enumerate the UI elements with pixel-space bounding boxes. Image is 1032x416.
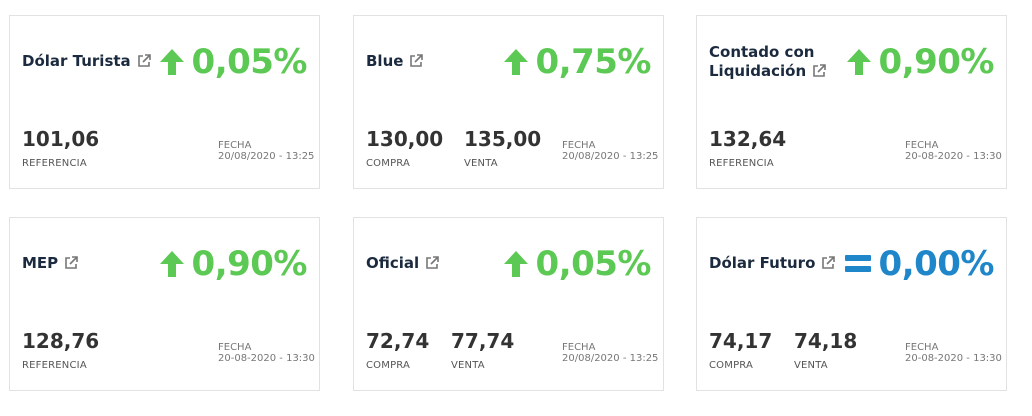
buy-value: 74,17 [709,329,773,353]
card-title[interactable]: Contado con Liquidación [709,43,826,81]
date-block: FECHA 20-08-2020 - 13:30 [905,342,1002,364]
reference-label: REFERENCIA [709,158,774,169]
date-block: FECHA 20-08-2020 - 13:30 [218,342,315,364]
equals-icon [844,255,871,272]
card-title[interactable]: Blue [366,52,424,71]
date-block: FECHA 20/08/2020 - 13:25 [562,140,658,162]
date-value: 20/08/2020 - 13:25 [562,353,659,364]
date-label: FECHA [218,140,252,151]
rate-card-contado-con-liquidacion: Contado con Liquidación 0,90% 132,64 REF… [696,15,1007,189]
buy-label: COMPRA [366,360,411,371]
external-link-icon[interactable] [425,256,439,270]
sell-label: VENTA [464,158,498,169]
rate-card-oficial: Oficial 0,05% 72,74 COMPRA 77,74 VENTA F… [353,217,664,391]
change-indicator: 0,90% [846,42,995,82]
date-block: FECHA 20-08-2020 - 13:30 [905,140,1002,162]
card-title[interactable]: Dólar Turista [22,52,151,71]
rate-card-dolar-turista: Dólar Turista 0,05% 101,06 REFERENCIA FE… [9,15,320,189]
buy-label: COMPRA [366,158,411,169]
card-title[interactable]: Dólar Futuro [709,254,836,273]
change-percent: 0,90% [191,244,308,284]
sell-label: VENTA [451,360,485,371]
change-indicator: 0,05% [159,42,308,82]
sell-label: VENTA [794,360,828,371]
card-title-line1[interactable]: Contado con [709,43,815,61]
change-percent: 0,05% [191,42,308,82]
reference-label: REFERENCIA [22,360,87,371]
sell-value: 77,74 [451,329,515,353]
card-title-text[interactable]: Dólar Turista [22,52,131,70]
rate-card-blue: Blue 0,75% 130,00 COMPRA 135,00 VENTA FE… [353,15,664,189]
date-value: 20-08-2020 - 13:30 [905,151,1002,162]
external-link-icon[interactable] [812,64,826,78]
reference-label: REFERENCIA [22,158,87,169]
buy-value: 130,00 [366,127,444,151]
date-label: FECHA [562,342,596,353]
reference-value: 101,06 [22,127,100,151]
card-title-text[interactable]: Blue [366,52,404,70]
change-percent: 0,05% [535,244,652,284]
arrow-up-icon [159,49,184,75]
card-title-line2[interactable]: Liquidación [709,62,807,80]
external-link-icon[interactable] [821,256,836,270]
date-value: 20-08-2020 - 13:30 [218,353,315,364]
sell-value: 74,18 [794,329,858,353]
date-value: 20-08-2020 - 13:30 [905,353,1002,364]
date-block: FECHA 20/08/2020 - 13:25 [562,342,658,364]
arrow-up-icon [503,251,528,277]
date-label: FECHA [218,342,252,353]
arrow-up-icon [846,49,871,75]
change-percent: 0,75% [535,42,652,82]
change-indicator: 0,00% [844,244,995,284]
card-title-text[interactable]: Dólar Futuro [709,254,816,272]
date-block: FECHA 20/08/2020 - 13:25 [218,140,314,162]
arrow-up-icon [503,49,528,75]
date-label: FECHA [905,342,939,353]
card-title[interactable]: Oficial [366,254,439,273]
rate-card-mep: MEP 0,90% 128,76 REFERENCIA FECHA 20-08-… [9,217,320,391]
date-value: 20/08/2020 - 13:25 [562,151,659,162]
card-title[interactable]: MEP [22,254,78,273]
external-link-icon[interactable] [64,256,78,270]
external-link-icon[interactable] [137,54,151,68]
date-label: FECHA [905,140,939,151]
reference-value: 128,76 [22,329,100,353]
change-percent: 0,00% [878,244,995,284]
change-percent: 0,90% [878,42,995,82]
change-indicator: 0,75% [503,42,652,82]
change-indicator: 0,05% [503,244,652,284]
change-indicator: 0,90% [159,244,308,284]
buy-label: COMPRA [709,360,754,371]
sell-value: 135,00 [464,127,542,151]
card-title-text[interactable]: Oficial [366,254,420,272]
reference-value: 132,64 [709,127,787,151]
rate-card-dolar-futuro: Dólar Futuro 0,00% 74,17 COMPRA 74,18 VE… [696,217,1007,391]
card-title-text[interactable]: MEP [22,254,59,272]
date-label: FECHA [562,140,596,151]
external-link-icon[interactable] [409,54,424,68]
date-value: 20/08/2020 - 13:25 [218,151,315,162]
arrow-up-icon [159,251,184,277]
buy-value: 72,74 [366,329,430,353]
